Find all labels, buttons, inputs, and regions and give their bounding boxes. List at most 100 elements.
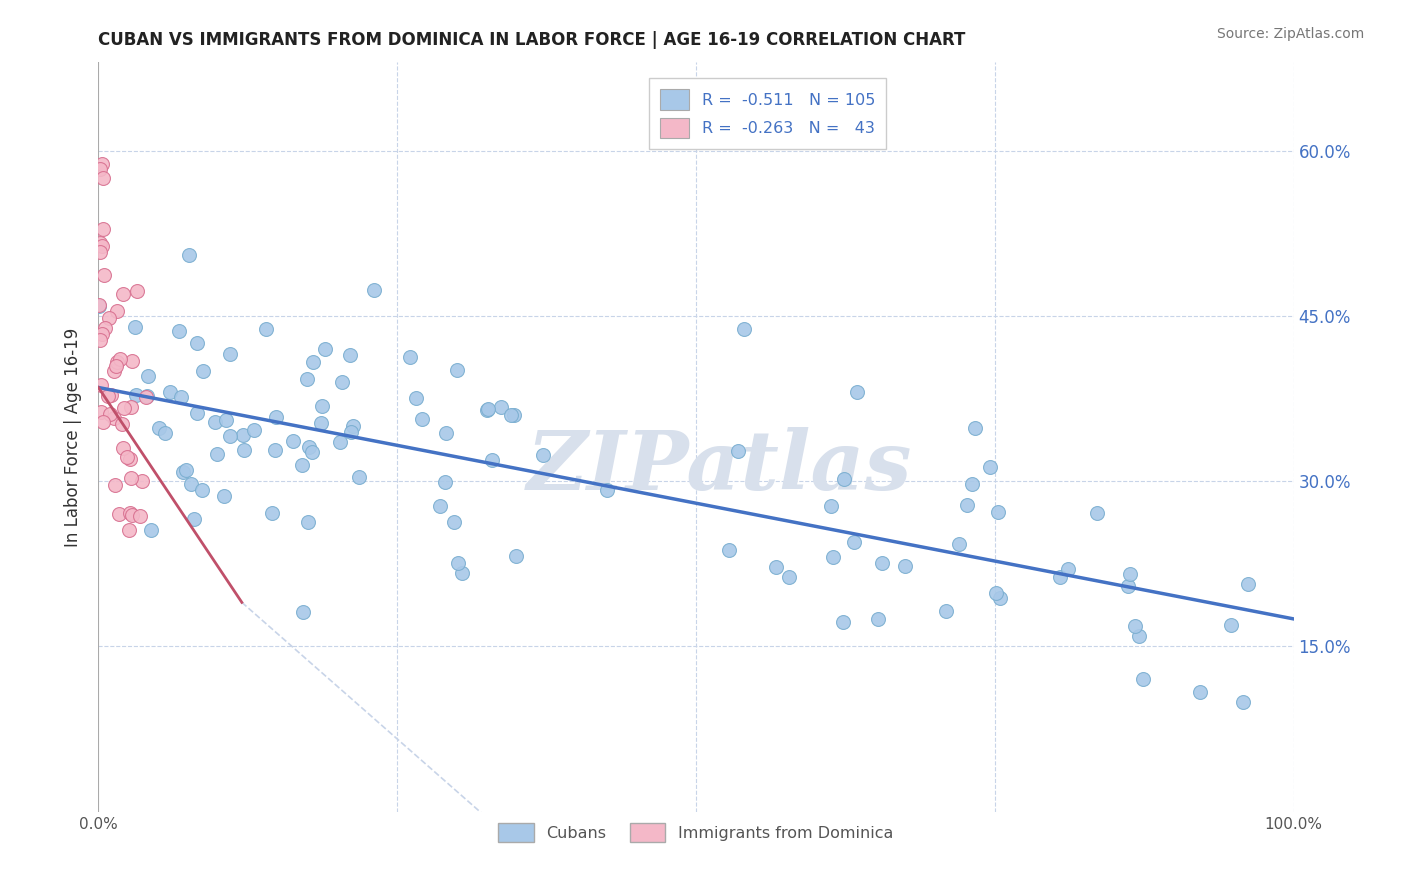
Point [91, 326, 114, 341]
Point [98, 311, 121, 326]
Point [121, 353, 143, 368]
Point [167, 324, 190, 338]
Point [136, 389, 159, 403]
Point [295, 372, 318, 386]
Point [172, 466, 194, 480]
Point [405, 391, 427, 405]
Point [778, 570, 800, 584]
Text: CUBAN VS IMMIGRANTS FROM DOMINICA IN LABOR FORCE | AGE 16-19 CORRELATION CHART: CUBAN VS IMMIGRANTS FROM DOMINICA IN LAB… [98, 31, 966, 49]
Point [118, 506, 141, 520]
Point [264, 410, 287, 425]
Point [153, 425, 176, 440]
Point [219, 429, 242, 443]
Point [159, 384, 181, 399]
Point [214, 413, 236, 427]
Point [233, 442, 256, 457]
Point [1123, 618, 1146, 632]
Point [120, 471, 142, 485]
Point [232, 427, 254, 442]
Point [115, 450, 138, 464]
Point [1232, 694, 1254, 708]
Point [297, 440, 319, 454]
Text: ZIPatlas: ZIPatlas [527, 427, 912, 507]
Point [948, 537, 970, 551]
Point [446, 363, 468, 377]
Point [112, 441, 135, 455]
Point [596, 483, 619, 497]
Point [180, 477, 202, 491]
Point [125, 388, 148, 402]
Point [87, 299, 110, 313]
Point [1057, 561, 1080, 575]
Point [141, 523, 163, 537]
Point [347, 470, 370, 484]
Point [434, 475, 457, 490]
Point [91, 239, 114, 253]
Point [314, 342, 336, 356]
Point [212, 489, 235, 503]
Point [1237, 577, 1260, 591]
Point [90, 404, 112, 418]
Point [170, 391, 193, 405]
Point [205, 447, 228, 461]
Point [1128, 629, 1150, 643]
Point [104, 477, 127, 491]
Point [291, 458, 314, 473]
Point [118, 452, 141, 467]
Point [727, 444, 749, 458]
Point [329, 435, 352, 450]
Point [1116, 579, 1139, 593]
Point [446, 556, 468, 570]
Point [183, 512, 205, 526]
Point [531, 448, 554, 462]
Point [450, 566, 472, 581]
Point [499, 408, 522, 422]
Point [105, 304, 128, 318]
Point [481, 453, 503, 467]
Point [429, 499, 451, 513]
Point [987, 505, 1010, 519]
Text: Source: ZipAtlas.com: Source: ZipAtlas.com [1216, 27, 1364, 41]
Point [956, 498, 979, 512]
Point [342, 419, 364, 434]
Point [108, 507, 131, 521]
Point [503, 408, 526, 422]
Point [131, 474, 153, 488]
Point [832, 615, 855, 630]
Point [105, 359, 128, 373]
Point [443, 515, 465, 529]
Point [125, 284, 148, 298]
Point [363, 283, 385, 297]
Point [190, 483, 212, 497]
Point [733, 321, 755, 335]
Point [842, 535, 865, 549]
Point [93, 268, 115, 282]
Point [191, 363, 214, 377]
Point [120, 401, 142, 415]
Point [91, 415, 114, 429]
Point [1189, 685, 1212, 699]
Point [111, 417, 134, 431]
Point [87, 298, 110, 312]
Point [1132, 672, 1154, 686]
Point [434, 426, 457, 441]
Point [281, 434, 304, 449]
Point [868, 612, 890, 626]
Y-axis label: In Labor Force | Age 16-19: In Labor Force | Age 16-19 [65, 327, 83, 547]
Point [124, 320, 146, 334]
Point [1219, 618, 1241, 632]
Point [91, 170, 114, 185]
Point [105, 354, 128, 368]
Point [1118, 567, 1140, 582]
Point [846, 385, 869, 400]
Point [94, 320, 117, 334]
Point [832, 472, 855, 486]
Point [117, 523, 139, 537]
Point [219, 347, 242, 361]
Point [339, 425, 361, 439]
Point [91, 222, 114, 236]
Point [112, 401, 135, 415]
Point [489, 400, 512, 414]
Point [963, 421, 986, 435]
Point [129, 509, 152, 524]
